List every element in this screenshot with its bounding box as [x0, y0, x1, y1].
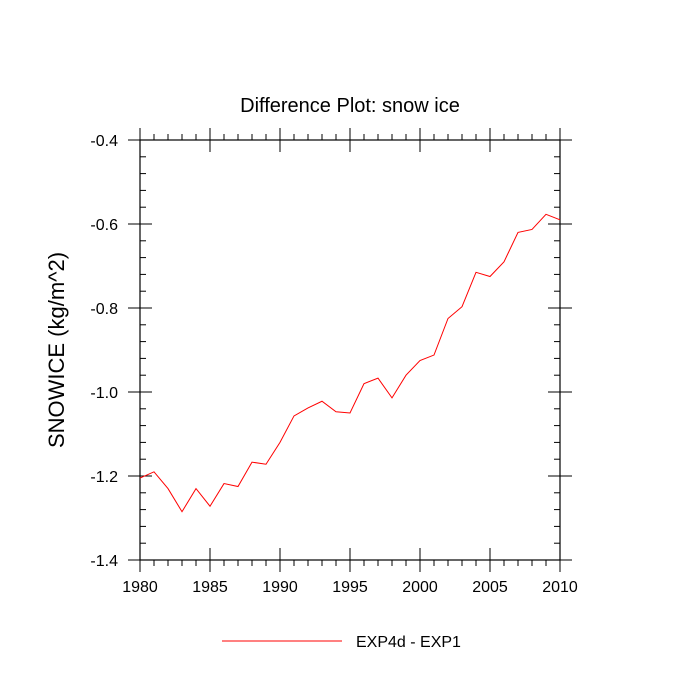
x-tick-label: 1985	[192, 579, 228, 596]
series-line	[139, 213, 561, 513]
y-tick-label: -0.6	[90, 217, 118, 234]
x-tick-label: 1995	[332, 579, 368, 596]
y-tick-label: -0.4	[90, 133, 118, 150]
x-tick-label: 2000	[402, 579, 438, 596]
y-axis-label: SNOWICE (kg/m^2)	[44, 252, 69, 448]
legend: EXP4d - EXP1	[222, 634, 461, 651]
series-layer	[139, 213, 561, 513]
axis-tick-labels: 1980 1985 1990 1995 2000 2005 2010 -1.4 -1.2 -1.0…	[90, 133, 577, 596]
chart-title: Difference Plot: snow ice	[240, 95, 460, 117]
x-tick-label: 1990	[262, 579, 298, 596]
legend-label: EXP4d - EXP1	[356, 634, 461, 651]
axis-ticks	[128, 128, 572, 572]
y-tick-label: -1.4	[90, 553, 118, 570]
y-tick-label: -1.2	[90, 469, 118, 486]
x-tick-label: 2005	[472, 579, 508, 596]
x-tick-label: 1980	[122, 579, 158, 596]
x-tick-label: 2010	[542, 579, 578, 596]
y-tick-label: -1.0	[90, 385, 118, 402]
y-tick-label: -0.8	[90, 301, 118, 318]
